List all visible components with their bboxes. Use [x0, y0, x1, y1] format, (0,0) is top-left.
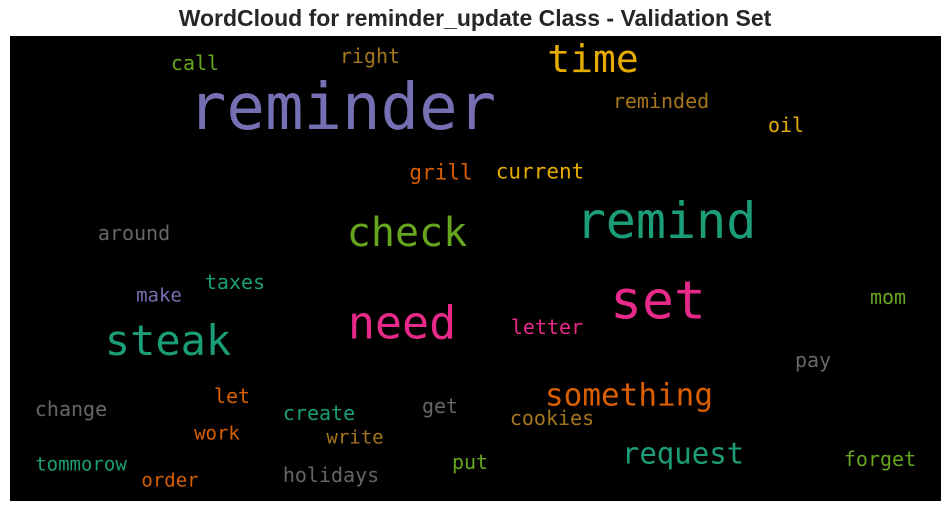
- word-call: call: [170, 51, 220, 75]
- word-get: get: [421, 394, 459, 418]
- chart-title: WordCloud for reminder_update Class - Va…: [178, 5, 772, 31]
- word-set: set: [610, 270, 706, 332]
- word-time: time: [547, 37, 639, 81]
- wordcloud-canvas: reminder set remind need steak check time somet…: [10, 36, 941, 501]
- word-reminded: reminded: [612, 89, 710, 113]
- word-reminder: reminder: [187, 71, 497, 145]
- word-remind: remind: [575, 192, 757, 250]
- word-need: need: [347, 296, 457, 350]
- word-change: change: [34, 397, 108, 421]
- word-order: order: [141, 469, 199, 492]
- word-check: check: [346, 210, 468, 256]
- word-around: around: [97, 221, 171, 245]
- word-pay: pay: [794, 348, 832, 372]
- word-create: create: [282, 401, 356, 425]
- word-forget: forget: [843, 447, 917, 471]
- word-oil: oil: [767, 113, 805, 137]
- word-grill: grill: [409, 160, 473, 185]
- word-taxes: taxes: [204, 270, 266, 294]
- word-cookies: cookies: [509, 406, 595, 430]
- word-letter: letter: [510, 315, 584, 339]
- word-tommorow: tommorow: [35, 453, 127, 476]
- word-let: let: [213, 384, 251, 408]
- word-holidays: holidays: [282, 463, 380, 487]
- word-right: right: [339, 44, 401, 68]
- word-work: work: [194, 422, 240, 445]
- word-current: current: [495, 159, 585, 184]
- word-request: request: [621, 436, 745, 471]
- word-make: make: [136, 284, 182, 307]
- word-steak: steak: [104, 316, 232, 365]
- word-write: write: [326, 426, 384, 449]
- word-mom: mom: [869, 285, 907, 309]
- word-something: something: [545, 377, 713, 414]
- word-put: put: [451, 450, 489, 474]
